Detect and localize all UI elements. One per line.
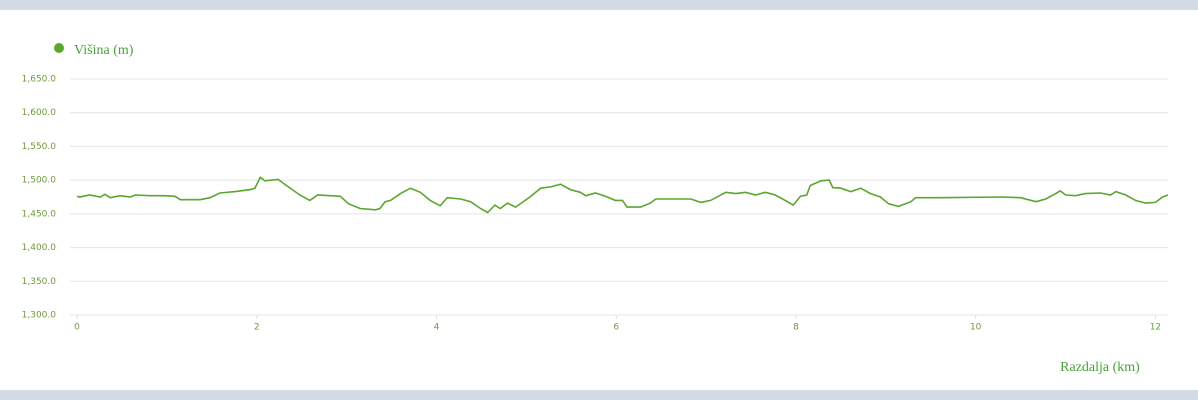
- x-tick-label: 0: [74, 323, 80, 333]
- x-tick-label: 6: [613, 323, 619, 333]
- y-tick-label: 1,400.0: [22, 243, 57, 253]
- y-tick-label: 1,600.0: [22, 108, 57, 118]
- x-tick-label: 12: [1150, 323, 1161, 333]
- top-band: [0, 0, 1198, 10]
- x-tick-label: 4: [434, 323, 440, 333]
- y-tick-label: 1,650.0: [22, 75, 57, 85]
- grid: [70, 78, 1168, 319]
- y-tick-label: 1,500.0: [22, 176, 57, 186]
- legend-label: Višina (m): [74, 43, 134, 58]
- x-tick-label: 2: [254, 323, 260, 333]
- plot: [76, 176, 1169, 214]
- bottom-band: [0, 390, 1198, 400]
- legend-marker: [54, 43, 64, 53]
- x-axis-title: Razdalja (km): [1060, 360, 1140, 375]
- x-tick-label: 8: [793, 323, 799, 333]
- x-tick-label: 10: [970, 323, 982, 333]
- line: [76, 176, 1169, 214]
- y-tick-label: 1,550.0: [22, 142, 57, 152]
- y-tick-label: 1,300.0: [22, 311, 57, 321]
- y-tick-label: 1,450.0: [22, 209, 57, 219]
- y-tick-label: 1,350.0: [22, 277, 57, 287]
